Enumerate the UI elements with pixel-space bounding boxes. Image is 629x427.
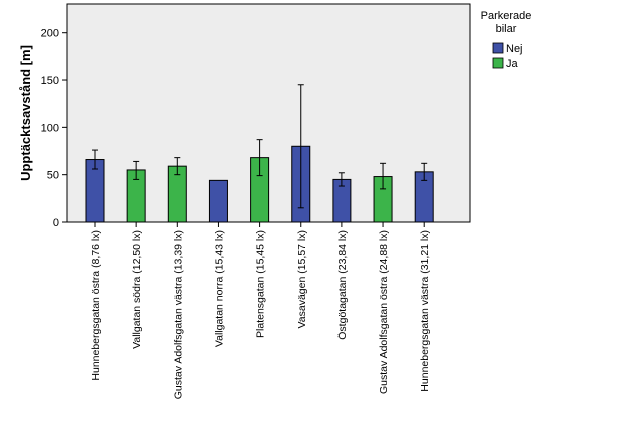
legend-title-line-2: bilar	[496, 23, 517, 35]
legend-swatch-ja	[492, 57, 504, 69]
legend-title-line-1: Parkerade	[481, 10, 532, 22]
x-tick-label: Hunnebergsgatan västra (31,21 lx)	[419, 230, 431, 392]
legend-label-nej: Nej	[506, 43, 523, 55]
y-tick-label: 0	[53, 217, 59, 229]
legend: Parkerade bilar Nej Ja	[481, 10, 532, 70]
x-tick-label: Vallgatan södra (12,50 lx)	[131, 230, 143, 349]
y-axis-title: Upptäcktsavstånd [m]	[18, 45, 33, 181]
bar	[208, 179, 228, 223]
x-tick-label: Platensgatan (15,45 lx)	[255, 230, 267, 338]
x-tick-label: Vallgatan norra (15,43 lx)	[213, 230, 225, 347]
x-tick-label: Gustav Adolfsgatan västra (13,39 lx)	[172, 230, 184, 399]
y-tick-label: 100	[41, 122, 59, 134]
y-axis: 0 50 100 150 200	[41, 28, 67, 229]
error-bars	[92, 84, 428, 209]
x-tick-label: Vasavägen (15,57 lx)	[296, 230, 308, 328]
y-tick-label: 150	[41, 75, 59, 87]
legend-label-ja: Ja	[506, 58, 519, 70]
x-tick-label: Gustav Adolfsgatan östra (24,88 lx)	[378, 230, 390, 394]
x-axis: Hunnebergsgatan östra (8,76 lx) Vallgatan…	[90, 222, 431, 399]
legend-swatch-nej	[492, 42, 504, 54]
y-tick-label: 50	[47, 170, 59, 182]
y-tick-label: 200	[41, 28, 59, 40]
x-tick-label: Hunnebergsgatan östra (8,76 lx)	[90, 230, 102, 381]
x-tick-label: Östgötagatan (23,84 lx)	[337, 230, 349, 340]
